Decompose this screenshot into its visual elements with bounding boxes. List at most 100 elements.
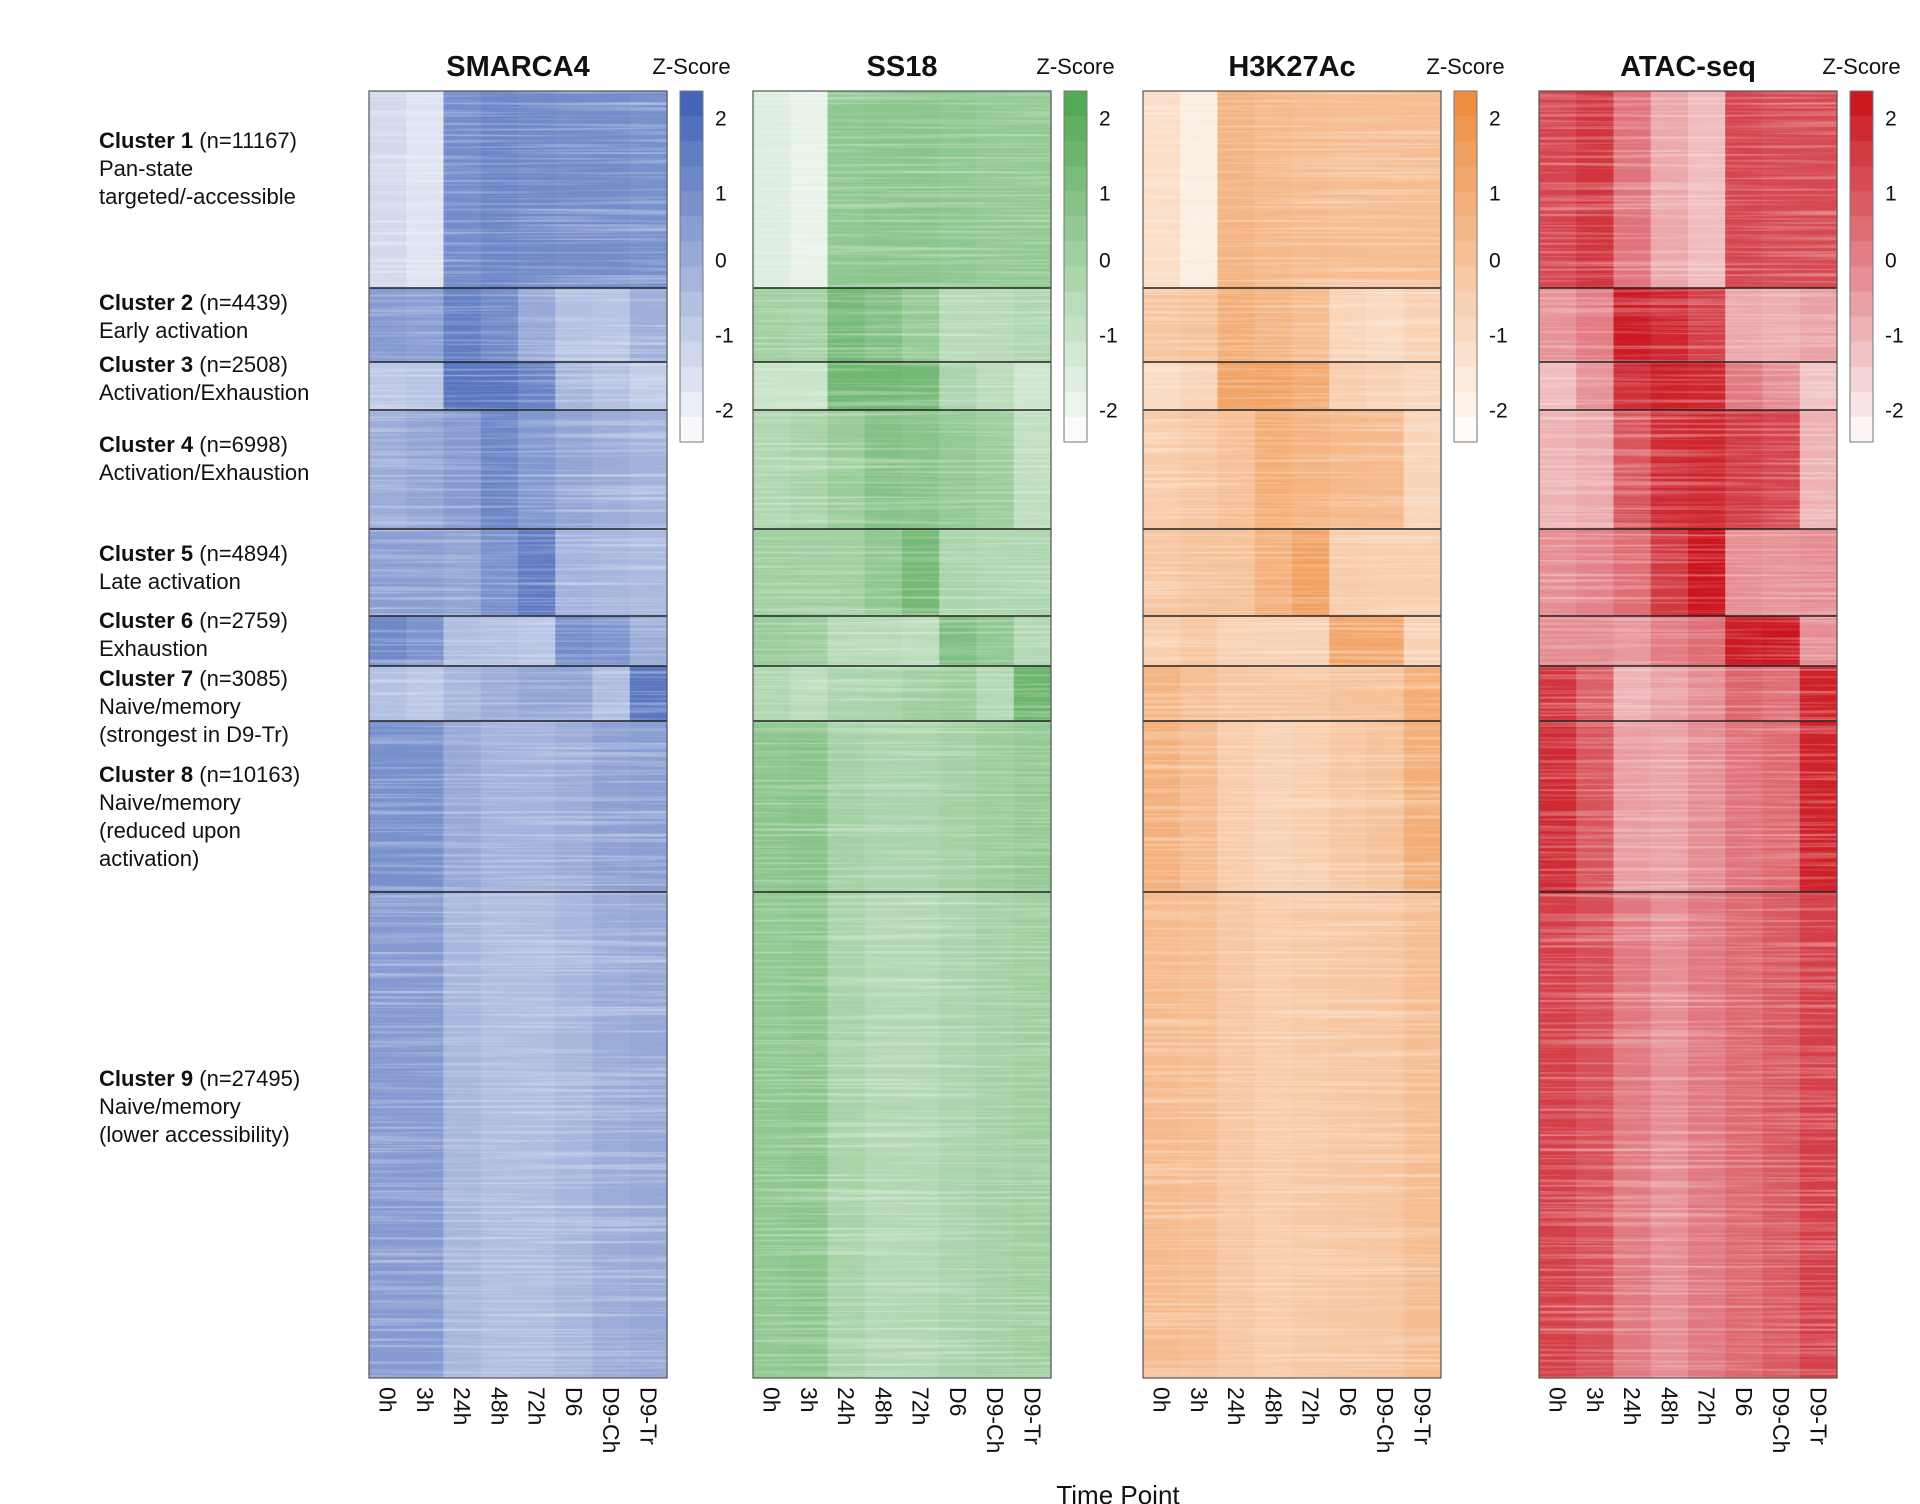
cluster-title: Cluster 3 (n=2508)	[99, 352, 288, 377]
row-texture	[1143, 91, 1441, 1378]
cluster-description: Activation/Exhaustion	[99, 460, 309, 485]
x-tick-label: D9-Tr	[635, 1387, 661, 1445]
colorbar-tick-label: 2	[1489, 108, 1501, 131]
cluster-label: Cluster 9 (n=27495) Naive/memory (lower ac…	[99, 1066, 300, 1147]
colorbar-step	[1850, 241, 1873, 267]
x-tick-label: D6	[945, 1387, 971, 1416]
colorbar-step	[1064, 391, 1087, 418]
colorbar-title: Z-Score	[1036, 54, 1114, 79]
colorbar-step	[1064, 166, 1087, 192]
colorbar-step	[1454, 91, 1477, 117]
colorbar-step	[1850, 116, 1873, 142]
colorbar-title: Z-Score	[652, 54, 730, 79]
cluster-count: (n=27495)	[193, 1066, 300, 1091]
row-texture	[369, 91, 667, 1378]
colorbar-step	[680, 241, 703, 267]
x-tick-label: 0h	[759, 1387, 785, 1413]
panel-frame	[1538, 90, 1838, 1379]
x-tick-label: 48h	[1260, 1387, 1286, 1425]
colorbar-step	[1850, 316, 1873, 343]
cluster-description: Activation/Exhaustion	[99, 380, 309, 405]
colorbar-step	[1850, 341, 1873, 368]
cluster-id: Cluster 6	[99, 608, 193, 633]
cluster-description: Pan-state	[99, 156, 193, 181]
colorbar-step	[680, 266, 703, 293]
cluster-id: Cluster 7	[99, 666, 193, 691]
colorbar-tick-label: 2	[1099, 108, 1111, 131]
colorbar-title: Z-Score	[1822, 54, 1900, 79]
x-tick-label: 72h	[908, 1387, 934, 1425]
colorbar-tick-label: -2	[1489, 400, 1508, 423]
cluster-label: Cluster 4 (n=6998) Activation/Exhaustion	[99, 432, 309, 485]
heatmap-panel-atac-seq: ATAC-seq 0h 3h 24h 48h 72h D6 D9-Ch D9-Tr Z-Score…	[1538, 51, 1904, 1453]
cluster-description: Naive/memory	[99, 790, 241, 815]
x-tick-label: 0h	[1149, 1387, 1175, 1413]
cluster-count: (n=11167)	[193, 128, 297, 153]
panel-title: SMARCA4	[446, 51, 589, 83]
colorbar-step	[680, 391, 703, 418]
colorbar-step	[680, 166, 703, 192]
colorbar-tick-label: -1	[1885, 325, 1904, 348]
colorbar-step	[1850, 141, 1873, 167]
cluster-description: Naive/memory	[99, 1094, 241, 1119]
colorbar-step	[1850, 216, 1873, 242]
cluster-label: Cluster 2 (n=4439) Early activation	[99, 290, 288, 343]
cluster-description: Naive/memory	[99, 694, 241, 719]
x-tick-label: 3h	[412, 1387, 438, 1413]
colorbar-tick-label: 1	[1885, 183, 1897, 206]
colorbar-step	[680, 91, 703, 117]
x-tick-label: 3h	[1582, 1387, 1608, 1413]
colorbar-tick-label: 0	[715, 250, 727, 273]
cluster-description: Exhaustion	[99, 636, 208, 661]
colorbar-frame	[679, 90, 704, 443]
colorbar-frame	[1849, 90, 1874, 443]
cluster-title: Cluster 6 (n=2759)	[99, 608, 288, 633]
x-tick-label: 24h	[1223, 1387, 1249, 1425]
x-axis-title: Time Point	[1056, 1480, 1180, 1504]
cluster-description: (strongest in D9-Tr)	[99, 722, 289, 747]
colorbar-step	[1064, 191, 1087, 217]
colorbar-tick-label: -2	[1099, 400, 1118, 423]
colorbar-tick-label: -2	[715, 400, 734, 423]
colorbar-step	[1454, 216, 1477, 242]
cluster-title: Cluster 7 (n=3085)	[99, 666, 288, 691]
panel-title: H3K27Ac	[1228, 51, 1355, 83]
colorbar-tick-label: 1	[715, 183, 727, 206]
row-texture	[1539, 91, 1837, 1378]
colorbar-frame	[1063, 90, 1088, 443]
colorbar-step	[1064, 91, 1087, 117]
x-tick-label: D9-Ch	[1372, 1387, 1398, 1453]
x-tick-label: D6	[1731, 1387, 1757, 1416]
cluster-label: Cluster 3 (n=2508) Activation/Exhaustion	[99, 352, 309, 405]
heatmap-panel-ss18: SS18 0h 3h 24h 48h 72h D6 D9-Ch D9-Tr Z-Score 2 1 0 -…	[752, 51, 1118, 1453]
heatmap-panel-h3k27ac: H3K27Ac 0h 3h 24h 48h 72h D6 D9-Ch D9-Tr Z-Score 2…	[1142, 51, 1508, 1453]
colorbar-step	[680, 216, 703, 242]
colorbar-step	[1064, 216, 1087, 242]
x-tick-label: 72h	[1298, 1387, 1324, 1425]
cluster-description: targeted/-accessible	[99, 184, 296, 209]
colorbar-step	[1064, 341, 1087, 368]
colorbar-step	[680, 416, 703, 443]
colorbar-step	[1454, 116, 1477, 142]
cluster-title: Cluster 4 (n=6998)	[99, 432, 288, 457]
colorbar-step	[680, 116, 703, 142]
colorbar-tick-label: 2	[715, 108, 727, 131]
x-tick-label: 72h	[524, 1387, 550, 1425]
colorbar-step	[1850, 166, 1873, 192]
colorbar-step	[680, 366, 703, 393]
colorbar-step	[680, 291, 703, 318]
colorbar-tick-label: 0	[1885, 250, 1897, 273]
colorbar: 2 1 0 -1 -2	[679, 90, 734, 443]
colorbar-tick-label: -1	[1099, 325, 1118, 348]
colorbar-step	[680, 191, 703, 217]
cluster-id: Cluster 1	[99, 128, 193, 153]
x-tick-label: 24h	[833, 1387, 859, 1425]
colorbar-step	[1064, 316, 1087, 343]
x-tick-label: D6	[1335, 1387, 1361, 1416]
cluster-title: Cluster 5 (n=4894)	[99, 541, 288, 566]
cluster-id: Cluster 5	[99, 541, 193, 566]
x-tick-label: D9-Tr	[1019, 1387, 1045, 1445]
colorbar-tick-label: 2	[1885, 108, 1897, 131]
colorbar-step	[1454, 316, 1477, 343]
